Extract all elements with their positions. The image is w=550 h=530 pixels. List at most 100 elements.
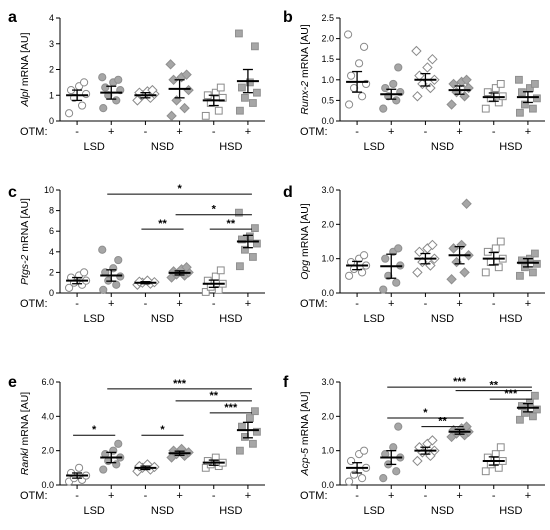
otm-sign: + xyxy=(108,298,114,310)
data-point xyxy=(112,460,121,469)
data-point xyxy=(241,245,249,254)
panel-letter: e xyxy=(8,374,17,391)
data-point xyxy=(236,262,244,271)
otm-sign: + xyxy=(108,490,114,502)
y-axis-label: Ptgs-2 mRNA [AU] xyxy=(19,198,31,285)
data-point xyxy=(238,422,246,431)
data-point xyxy=(236,446,244,455)
data-point xyxy=(521,100,529,109)
otm-sign: + xyxy=(456,298,462,310)
y-tick-label: 6.0 xyxy=(41,377,54,387)
otm-sign: + xyxy=(245,490,251,502)
y-tick-label: 4 xyxy=(49,13,54,23)
otm-sign: + xyxy=(388,126,394,138)
panel-e: e 0.0 2.0 4.0 6.0 Rankl mRNA [AU] OTM: - + - + - + LS… xyxy=(8,374,265,517)
group-label: HSD xyxy=(219,313,242,325)
data-point xyxy=(394,244,403,253)
data-point xyxy=(359,446,369,455)
data-point xyxy=(79,78,89,87)
otm-sign: - xyxy=(212,126,216,138)
data-point xyxy=(412,455,423,467)
y-axis-label-gene: Opg xyxy=(299,260,311,280)
panel-c: c 0 2 4 6 8 10 Ptgs-2 mRNA [AU] OTM: - + - + - + LSD NSD… xyxy=(8,183,265,325)
y-tick-label: 6 xyxy=(49,226,54,236)
data-point xyxy=(183,84,194,96)
y-tick-label: 2.5 xyxy=(321,13,334,23)
group-label: LSD xyxy=(363,141,384,153)
y-axis-label: Acp-5 mRNA [AU] xyxy=(299,391,311,476)
data-point xyxy=(446,274,457,285)
data-point xyxy=(64,109,74,118)
y-tick-label: 2.0 xyxy=(321,219,334,229)
otm-sign: - xyxy=(424,126,428,138)
data-point xyxy=(253,88,261,97)
otm-sign: - xyxy=(355,298,359,310)
data-point xyxy=(201,111,210,120)
otm-sign: - xyxy=(355,126,359,138)
y-tick-label: 0.5 xyxy=(321,95,334,105)
sig-label: ** xyxy=(489,380,498,392)
data-point xyxy=(114,75,123,84)
data-point xyxy=(412,91,423,102)
data-point xyxy=(214,106,223,115)
panel-letter: d xyxy=(283,184,293,201)
y-tick-label: 2 xyxy=(49,65,54,75)
y-tick-label: 2.0 xyxy=(321,34,334,44)
data-point xyxy=(496,80,505,88)
data-point xyxy=(346,456,356,466)
data-point xyxy=(201,288,210,296)
y-tick-label: 0.0 xyxy=(41,480,54,490)
data-point xyxy=(246,232,254,241)
data-point xyxy=(112,280,121,289)
data-point xyxy=(357,92,367,101)
data-point xyxy=(249,99,257,107)
data-point xyxy=(246,78,254,87)
data-point xyxy=(238,235,246,244)
data-point xyxy=(251,407,259,416)
data-point xyxy=(179,102,190,114)
data-point xyxy=(463,82,474,94)
data-point xyxy=(446,99,457,110)
data-point xyxy=(249,439,257,448)
data-point xyxy=(99,465,108,474)
otm-label: OTM: xyxy=(20,490,48,502)
otm-sign: - xyxy=(75,490,79,502)
data-point xyxy=(427,239,438,251)
data-point xyxy=(414,246,425,258)
data-point xyxy=(74,463,84,472)
panel-letter: a xyxy=(8,9,17,26)
otm-label: OTM: xyxy=(300,298,328,310)
data-point xyxy=(389,443,398,452)
otm-sign: + xyxy=(525,298,531,310)
data-point xyxy=(425,82,436,94)
panel-letter: c xyxy=(8,184,17,201)
y-tick-label: 3.0 xyxy=(321,185,334,195)
y-tick-label: 0 xyxy=(49,288,54,298)
data-point xyxy=(461,198,472,209)
data-point xyxy=(235,29,243,38)
data-point xyxy=(494,263,503,272)
otm-sign: - xyxy=(424,490,428,502)
data-point xyxy=(99,104,108,113)
data-point xyxy=(516,415,524,424)
data-point xyxy=(392,278,401,287)
y-tick-label: 1.0 xyxy=(321,254,334,264)
data-point xyxy=(249,253,257,261)
group-label: NSD xyxy=(431,505,454,517)
sig-label: ** xyxy=(227,218,236,230)
data-point xyxy=(246,414,254,422)
data-point xyxy=(448,78,459,90)
data-point xyxy=(343,30,353,39)
otm-sign: + xyxy=(525,490,531,502)
y-axis-label-gene: Acp-5 xyxy=(299,448,311,477)
otm-sign: - xyxy=(144,490,148,502)
otm-sign: + xyxy=(108,126,114,138)
data-point xyxy=(496,443,505,452)
otm-sign: + xyxy=(456,126,462,138)
data-point xyxy=(533,259,541,268)
y-axis-label-unit: mRNA [AU] xyxy=(299,203,311,260)
group-label: HSD xyxy=(219,505,242,517)
group-label: HSD xyxy=(219,141,242,153)
group-label: LSD xyxy=(363,313,384,325)
sig-label: *** xyxy=(453,376,467,388)
